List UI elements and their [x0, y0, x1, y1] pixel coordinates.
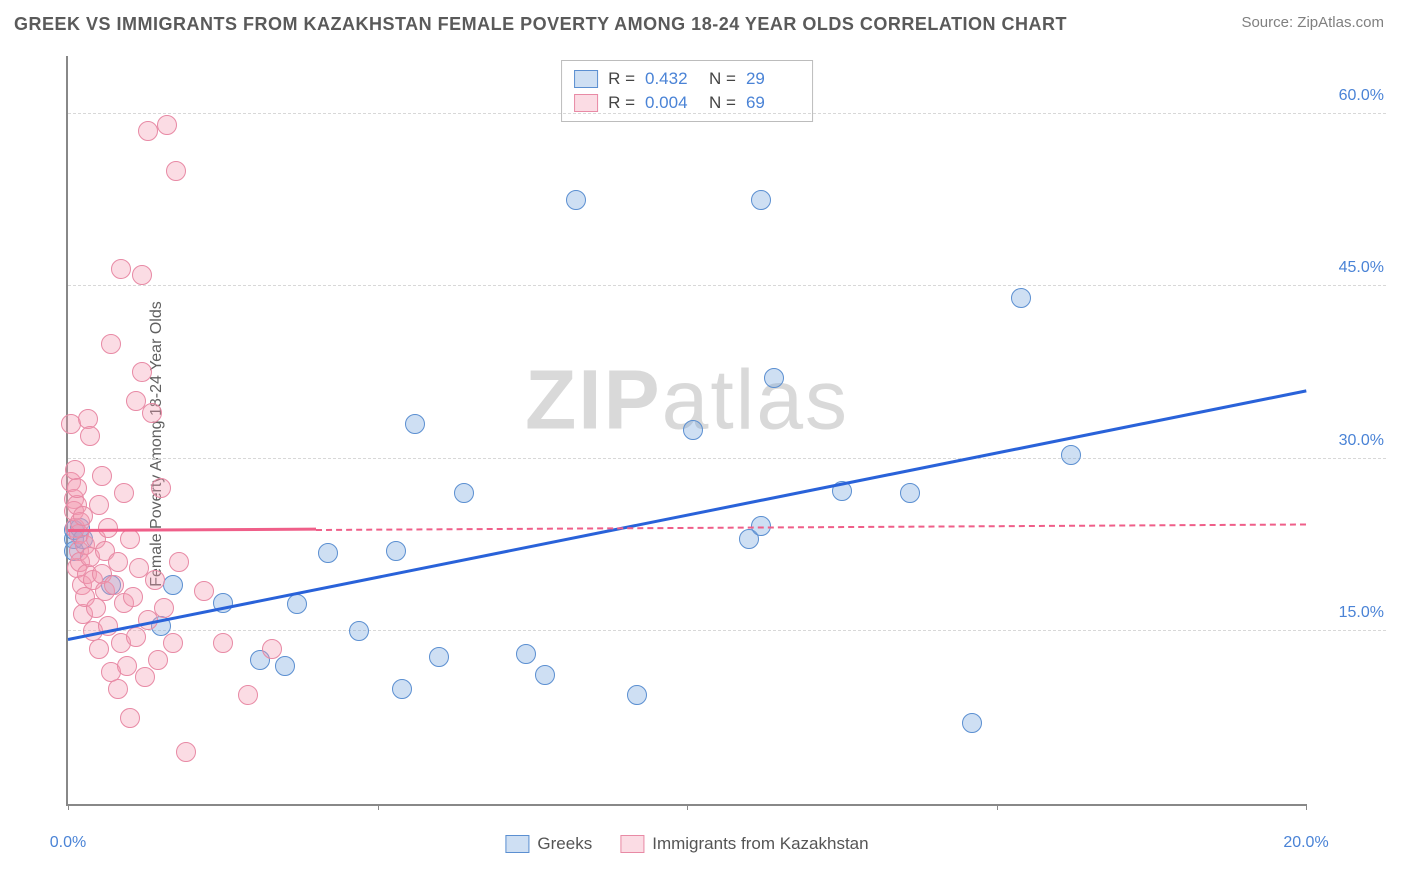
- data-point: [962, 713, 982, 733]
- legend-swatch: [574, 70, 598, 88]
- data-point: [101, 334, 121, 354]
- data-point: [120, 708, 140, 728]
- data-point: [132, 362, 152, 382]
- legend-row: R = 0.432 N = 29: [574, 67, 800, 91]
- legend-n-value: 69: [746, 93, 800, 113]
- data-point: [114, 483, 134, 503]
- data-point: [287, 594, 307, 614]
- gridline: [68, 113, 1386, 114]
- legend-swatch: [505, 835, 529, 853]
- data-point: [535, 665, 555, 685]
- legend-swatch: [574, 94, 598, 112]
- x-tick: [1306, 804, 1307, 810]
- data-point: [516, 644, 536, 664]
- data-point: [163, 575, 183, 595]
- x-tick: [68, 804, 69, 810]
- legend-n-label: N =: [709, 69, 736, 89]
- data-point: [454, 483, 474, 503]
- data-point: [108, 679, 128, 699]
- data-point: [751, 190, 771, 210]
- source-label: Source: ZipAtlas.com: [1241, 14, 1384, 31]
- y-tick-label: 30.0%: [1339, 432, 1384, 450]
- legend-row: R = 0.004 N = 69: [574, 91, 800, 115]
- data-point: [318, 543, 338, 563]
- data-point: [89, 639, 109, 659]
- trend-line: [68, 528, 316, 532]
- y-tick-label: 45.0%: [1339, 259, 1384, 277]
- y-tick-label: 60.0%: [1339, 87, 1384, 105]
- data-point: [429, 647, 449, 667]
- x-tick: [378, 804, 379, 810]
- data-point: [126, 627, 146, 647]
- data-point: [238, 685, 258, 705]
- x-tick-label: 0.0%: [50, 834, 86, 852]
- x-tick: [997, 804, 998, 810]
- data-point: [1011, 288, 1031, 308]
- x-tick: [687, 804, 688, 810]
- data-point: [108, 552, 128, 572]
- data-point: [120, 529, 140, 549]
- legend-n-label: N =: [709, 93, 736, 113]
- data-point: [166, 161, 186, 181]
- legend-r-value: 0.004: [645, 93, 699, 113]
- data-point: [764, 368, 784, 388]
- legend-swatch: [620, 835, 644, 853]
- chart-title: GREEK VS IMMIGRANTS FROM KAZAKHSTAN FEMA…: [14, 14, 1067, 35]
- legend-r-label: R =: [608, 93, 635, 113]
- x-tick-label: 20.0%: [1283, 834, 1328, 852]
- data-point: [151, 478, 171, 498]
- gridline: [68, 630, 1386, 631]
- data-point: [194, 581, 214, 601]
- data-point: [135, 667, 155, 687]
- data-point: [67, 478, 87, 498]
- gridline: [68, 458, 1386, 459]
- legend-item: Greeks: [505, 834, 592, 854]
- data-point: [176, 742, 196, 762]
- data-point: [900, 483, 920, 503]
- data-point: [566, 190, 586, 210]
- trend-line: [316, 524, 1306, 532]
- data-point: [275, 656, 295, 676]
- legend-series-name: Immigrants from Kazakhstan: [652, 834, 868, 854]
- data-point: [169, 552, 189, 572]
- data-point: [163, 633, 183, 653]
- data-point: [683, 420, 703, 440]
- data-point: [1061, 445, 1081, 465]
- data-point: [627, 685, 647, 705]
- data-point: [89, 495, 109, 515]
- data-point: [213, 633, 233, 653]
- data-point: [117, 656, 137, 676]
- legend-r-label: R =: [608, 69, 635, 89]
- legend-series-name: Greeks: [537, 834, 592, 854]
- data-point: [154, 598, 174, 618]
- data-point: [92, 466, 112, 486]
- data-point: [386, 541, 406, 561]
- data-point: [142, 403, 162, 423]
- data-point: [86, 598, 106, 618]
- legend-n-value: 29: [746, 69, 800, 89]
- data-point: [392, 679, 412, 699]
- gridline: [68, 285, 1386, 286]
- data-point: [157, 115, 177, 135]
- data-point: [148, 650, 168, 670]
- series-legend: Greeks Immigrants from Kazakhstan: [505, 834, 868, 854]
- data-point: [138, 121, 158, 141]
- y-tick-label: 15.0%: [1339, 604, 1384, 622]
- scatter-plot: ZIPatlas R =0.432N =29R =0.004N =69 Gree…: [66, 56, 1306, 806]
- data-point: [262, 639, 282, 659]
- data-point: [132, 265, 152, 285]
- legend-r-value: 0.432: [645, 69, 699, 89]
- data-point: [80, 426, 100, 446]
- data-point: [145, 570, 165, 590]
- data-point: [405, 414, 425, 434]
- data-point: [111, 259, 131, 279]
- legend-item: Immigrants from Kazakhstan: [620, 834, 868, 854]
- data-point: [349, 621, 369, 641]
- data-point: [123, 587, 143, 607]
